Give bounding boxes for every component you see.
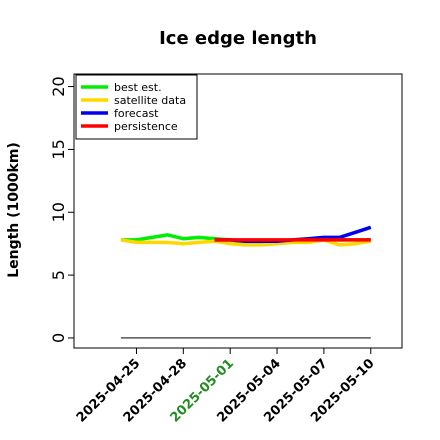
legend: best est.satellite dataforecastpersisten… [75, 74, 198, 140]
series-layer [120, 225, 372, 247]
y-axis: 0 5 10 15 20 [49, 76, 74, 343]
y-tick-label: 5 [49, 270, 68, 280]
y-tick-label: 15 [49, 139, 68, 159]
x-axis: 2025-04-252025-04-282025-05-012025-05-04… [74, 348, 378, 426]
legend-label-forecast: forecast [114, 107, 159, 120]
plot-frame [73, 73, 403, 349]
y-axis-label: Length (1000km) [6, 142, 22, 278]
legend-label-persistence: persistence [114, 120, 178, 133]
chart-title: Ice edge length [159, 28, 317, 49]
y-tick-label: 20 [49, 76, 68, 96]
y-tick-label: 10 [49, 202, 68, 222]
legend-label-best-est: best est. [114, 81, 162, 94]
y-tick-label: 0 [49, 333, 68, 343]
legend-label-satellite-data: satellite data [114, 94, 186, 107]
